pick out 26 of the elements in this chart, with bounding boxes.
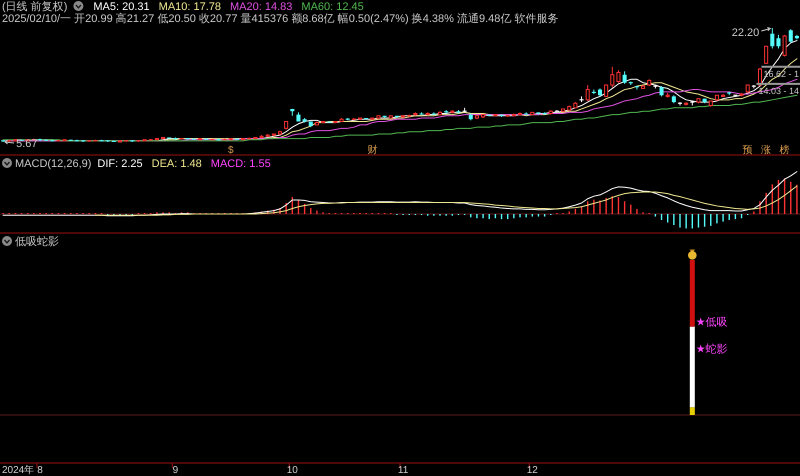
text: $ — [228, 145, 234, 156]
annotation: ★蛇影 — [696, 342, 728, 356]
annotation: 5.67 — [16, 138, 38, 150]
text: 财 — [367, 144, 378, 156]
chart-title: MACD(12,26,9) — [15, 158, 92, 170]
text: MACD: 1.55 — [210, 158, 271, 170]
text: 预 — [742, 145, 753, 156]
annotation: ★低吸 — [696, 316, 728, 329]
x-tick-label: 8 — [37, 465, 44, 476]
chart-subtitle: 2025/02/10/一 开20.99 高21.27 低20.50 收20.77 量415376 额8.68亿 幅0.50(2.47%) 换4.38% 流通9.48亿 软件服务 — [2, 12, 558, 25]
text: DIF: 2.25 — [97, 158, 143, 170]
chart-title: 低吸蛇影 — [15, 235, 59, 248]
x-tick-label: 10 — [286, 465, 298, 476]
x-tick-label: 11 — [398, 465, 409, 476]
text: MA20: 14.83 — [230, 1, 292, 13]
text: 涨 — [761, 144, 772, 156]
x-tick-label: 12 — [526, 465, 538, 476]
text: MA5: 20.31 — [93, 1, 150, 13]
text: MA60: 12.45 — [301, 1, 364, 13]
text: MA10: 17.78 — [158, 1, 222, 13]
x-tick-label: 9 — [172, 465, 179, 476]
text: 榜 — [780, 144, 790, 156]
chart-title: (日线 前复权) — [2, 0, 68, 13]
annotation: 22.20 — [732, 27, 760, 39]
text: 2024年 — [2, 464, 34, 476]
text: DEA: 1.48 — [152, 158, 202, 170]
